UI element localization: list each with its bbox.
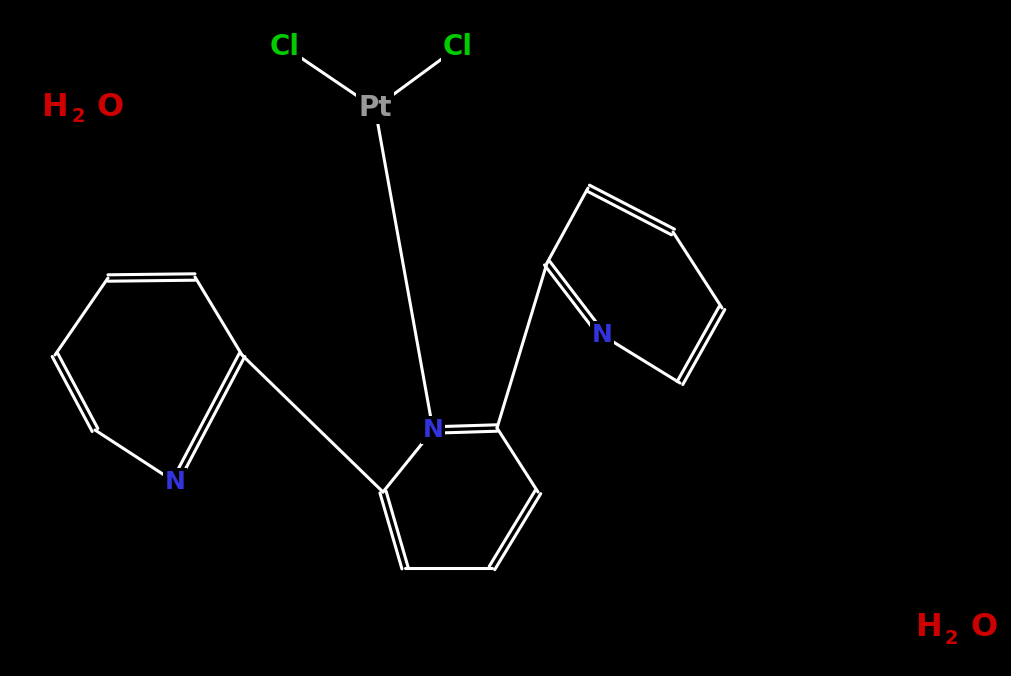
Text: H: H [41, 91, 68, 122]
Text: 2: 2 [71, 107, 85, 126]
Text: O: O [969, 612, 996, 644]
Text: N: N [591, 323, 612, 347]
Text: H: H [914, 612, 941, 644]
Text: N: N [165, 470, 185, 494]
Text: Cl: Cl [443, 33, 472, 61]
Text: N: N [423, 418, 443, 442]
Text: Pt: Pt [358, 94, 391, 122]
Text: 2: 2 [944, 629, 957, 648]
Text: O: O [96, 91, 123, 122]
Text: Cl: Cl [270, 33, 299, 61]
